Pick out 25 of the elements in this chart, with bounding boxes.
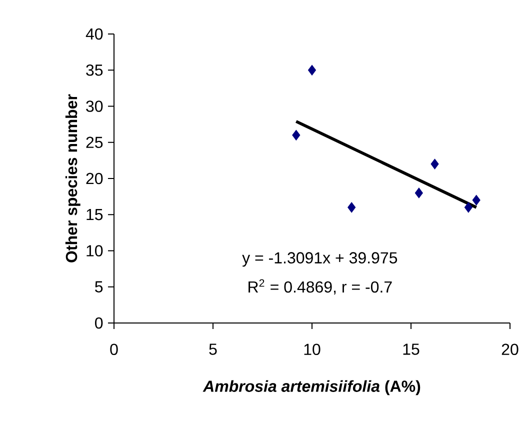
y-tick-label: 15 bbox=[86, 209, 103, 220]
y-tick-label: 25 bbox=[86, 136, 103, 148]
point bbox=[348, 202, 356, 213]
annotation: y = -1.3091x + 39.975 bbox=[242, 252, 398, 267]
point bbox=[472, 194, 480, 206]
y-tick-label: 10 bbox=[86, 245, 103, 256]
point bbox=[292, 130, 300, 140]
x-tick-label: 10 bbox=[304, 344, 320, 356]
x-tick-label: 20 bbox=[502, 344, 518, 356]
x-tick-label: 15 bbox=[403, 344, 420, 355]
x-tick-label: 5 bbox=[209, 344, 217, 355]
point bbox=[464, 202, 472, 213]
y-tick-label: 30 bbox=[86, 100, 103, 112]
point bbox=[414, 188, 423, 198]
x-tick-label: 0 bbox=[110, 344, 118, 356]
x-axis-title: Ambrosia artemisiifolia (A%) bbox=[202, 380, 420, 396]
y-tick-label: 0 bbox=[95, 317, 103, 329]
y-tick-label: 5 bbox=[95, 281, 103, 292]
annotation: R$^{2}$ = 0.4869, r = -0.7 bbox=[248, 279, 392, 295]
point bbox=[308, 64, 316, 76]
y-axis-title: Other species number bbox=[65, 94, 80, 262]
y-tick-label: 20 bbox=[86, 172, 103, 184]
y-tick-label: 40 bbox=[86, 28, 103, 40]
point bbox=[430, 158, 439, 170]
y-tick-label: 35 bbox=[86, 64, 103, 76]
